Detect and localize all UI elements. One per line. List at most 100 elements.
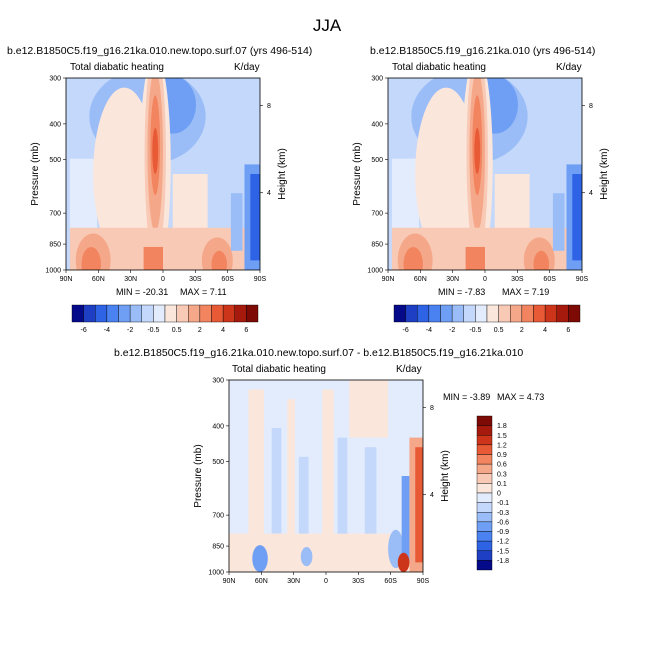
colorbar1-label: -6 bbox=[81, 327, 87, 334]
colorbar1-swatch bbox=[95, 304, 108, 323]
y2-tick-label: 8 bbox=[430, 405, 434, 412]
x-tick-label: 60N bbox=[414, 276, 427, 283]
colorbar2-swatch bbox=[417, 304, 430, 323]
x-tick-label: 90N bbox=[60, 276, 73, 283]
colorbar1-swatch bbox=[234, 304, 247, 323]
colorbar1-label: -2 bbox=[127, 327, 133, 334]
field-region bbox=[230, 193, 243, 251]
colorbar3-label: 0.9 bbox=[497, 452, 507, 459]
colorbar2-label: 6 bbox=[566, 327, 570, 334]
colorbar1-swatch bbox=[71, 304, 84, 323]
colorbar2-swatch bbox=[556, 304, 569, 323]
panel3-units: K/day bbox=[396, 364, 422, 375]
y2-tick-label: 4 bbox=[589, 190, 593, 197]
x-tick-label: 90S bbox=[417, 578, 430, 585]
colorbar2-label: -4 bbox=[426, 327, 432, 334]
colorbar3-label: -0.6 bbox=[497, 519, 509, 526]
x-tick-label: 60N bbox=[92, 276, 105, 283]
y-tick-label: 1000 bbox=[367, 268, 383, 275]
x-tick-label: 90N bbox=[382, 276, 395, 283]
y-tick-label: 700 bbox=[212, 513, 224, 520]
x-tick-label: 90S bbox=[576, 276, 589, 283]
colorbar3-swatch bbox=[476, 550, 493, 561]
colorbar3-swatch bbox=[476, 531, 493, 542]
colorbar2-swatch bbox=[533, 304, 546, 323]
colorbar1-swatch bbox=[188, 304, 201, 323]
y2-tick-label: 4 bbox=[267, 190, 271, 197]
y-tick-label: 850 bbox=[212, 544, 224, 551]
field-region bbox=[403, 246, 423, 270]
colorbar2-swatch bbox=[451, 304, 464, 323]
field-region bbox=[250, 174, 260, 261]
field-region bbox=[533, 250, 550, 270]
panel1-max: MAX = 7.11 bbox=[180, 287, 227, 297]
colorbar2-swatch bbox=[393, 304, 406, 323]
field-region bbox=[211, 250, 228, 270]
field-region bbox=[465, 246, 485, 270]
colorbar1-label: 2 bbox=[198, 327, 202, 334]
y-tick-label: 400 bbox=[49, 121, 61, 128]
x-tick-label: 0 bbox=[324, 578, 328, 585]
panel2-title: b.e12.B1850C5.f19_g16.21ka.010 (yrs 496-… bbox=[370, 45, 596, 57]
colorbar3-swatch bbox=[476, 463, 493, 474]
colorbar1-swatch bbox=[176, 304, 189, 323]
y-axis-label: Pressure (mb) bbox=[193, 444, 204, 507]
colorbar1-swatch bbox=[141, 304, 154, 323]
colorbar3-swatch bbox=[476, 502, 493, 513]
y2-tick-label: 8 bbox=[589, 103, 593, 110]
y-tick-label: 400 bbox=[371, 121, 383, 128]
panel1-title: b.e12.B1850C5.f19_g16.21ka.010.new.topo.… bbox=[7, 45, 313, 57]
y-axis-label: Pressure (mb) bbox=[352, 142, 363, 205]
colorbar3-swatch bbox=[476, 540, 493, 551]
x-tick-label: 90S bbox=[254, 276, 267, 283]
y-tick-label: 700 bbox=[49, 211, 61, 218]
x-tick-label: 30S bbox=[352, 578, 365, 585]
colorbar2-swatch bbox=[440, 304, 453, 323]
colorbar3-label: -0.3 bbox=[497, 510, 509, 517]
y-tick-label: 850 bbox=[49, 242, 61, 249]
colorbar3-swatch bbox=[476, 454, 493, 465]
y-tick-label: 700 bbox=[371, 211, 383, 218]
panel1-min: MIN = -20.31 bbox=[116, 287, 169, 297]
colorbar2-swatch bbox=[521, 304, 534, 323]
colorbar1-swatch bbox=[199, 304, 212, 323]
colorbar3-swatch bbox=[476, 444, 493, 455]
x-tick-label: 30S bbox=[511, 276, 524, 283]
field-region bbox=[322, 389, 334, 553]
field-region bbox=[271, 428, 282, 534]
panel3-title: b.e12.B1850C5.f19_g16.21ka.010.new.topo.… bbox=[114, 347, 524, 359]
colorbar3-label: 0.6 bbox=[497, 462, 507, 469]
colorbar1-swatch bbox=[153, 304, 166, 323]
y-tick-label: 1000 bbox=[45, 268, 61, 275]
figure-title: JJA bbox=[312, 16, 342, 35]
x-tick-label: 30S bbox=[189, 276, 202, 283]
y-axis-label: Pressure (mb) bbox=[30, 142, 41, 205]
y2-axis-label: Height (km) bbox=[599, 148, 610, 200]
colorbar1-swatch bbox=[246, 304, 259, 323]
colorbar3-label: 0.3 bbox=[497, 471, 507, 478]
colorbar1-label: 4 bbox=[221, 327, 225, 334]
field-region bbox=[474, 127, 481, 174]
x-tick-label: 0 bbox=[483, 276, 487, 283]
y2-tick-label: 4 bbox=[430, 492, 434, 499]
panel3-min: MIN = -3.89 bbox=[443, 392, 491, 402]
colorbar1-swatch bbox=[129, 304, 142, 323]
colorbar3-label: 1.5 bbox=[497, 433, 507, 440]
colorbar1-swatch bbox=[222, 304, 235, 323]
y-tick-label: 850 bbox=[371, 242, 383, 249]
colorbar1-swatch bbox=[211, 304, 224, 323]
y-tick-label: 1000 bbox=[208, 570, 224, 577]
panel2-left-label: Total diabatic heating bbox=[392, 62, 486, 73]
colorbar2-swatch bbox=[486, 304, 499, 323]
y-tick-label: 300 bbox=[212, 378, 224, 385]
field-region bbox=[298, 456, 309, 553]
colorbar1-label: 0.5 bbox=[172, 327, 182, 334]
colorbar2-swatch bbox=[510, 304, 523, 323]
colorbar2-swatch bbox=[544, 304, 557, 323]
colorbar2-label: -0.5 bbox=[469, 327, 481, 334]
panel1-units: K/day bbox=[234, 62, 260, 73]
field-region bbox=[143, 246, 163, 270]
field-region bbox=[93, 87, 156, 261]
field-region bbox=[572, 174, 582, 261]
colorbar3-swatch bbox=[476, 415, 493, 426]
